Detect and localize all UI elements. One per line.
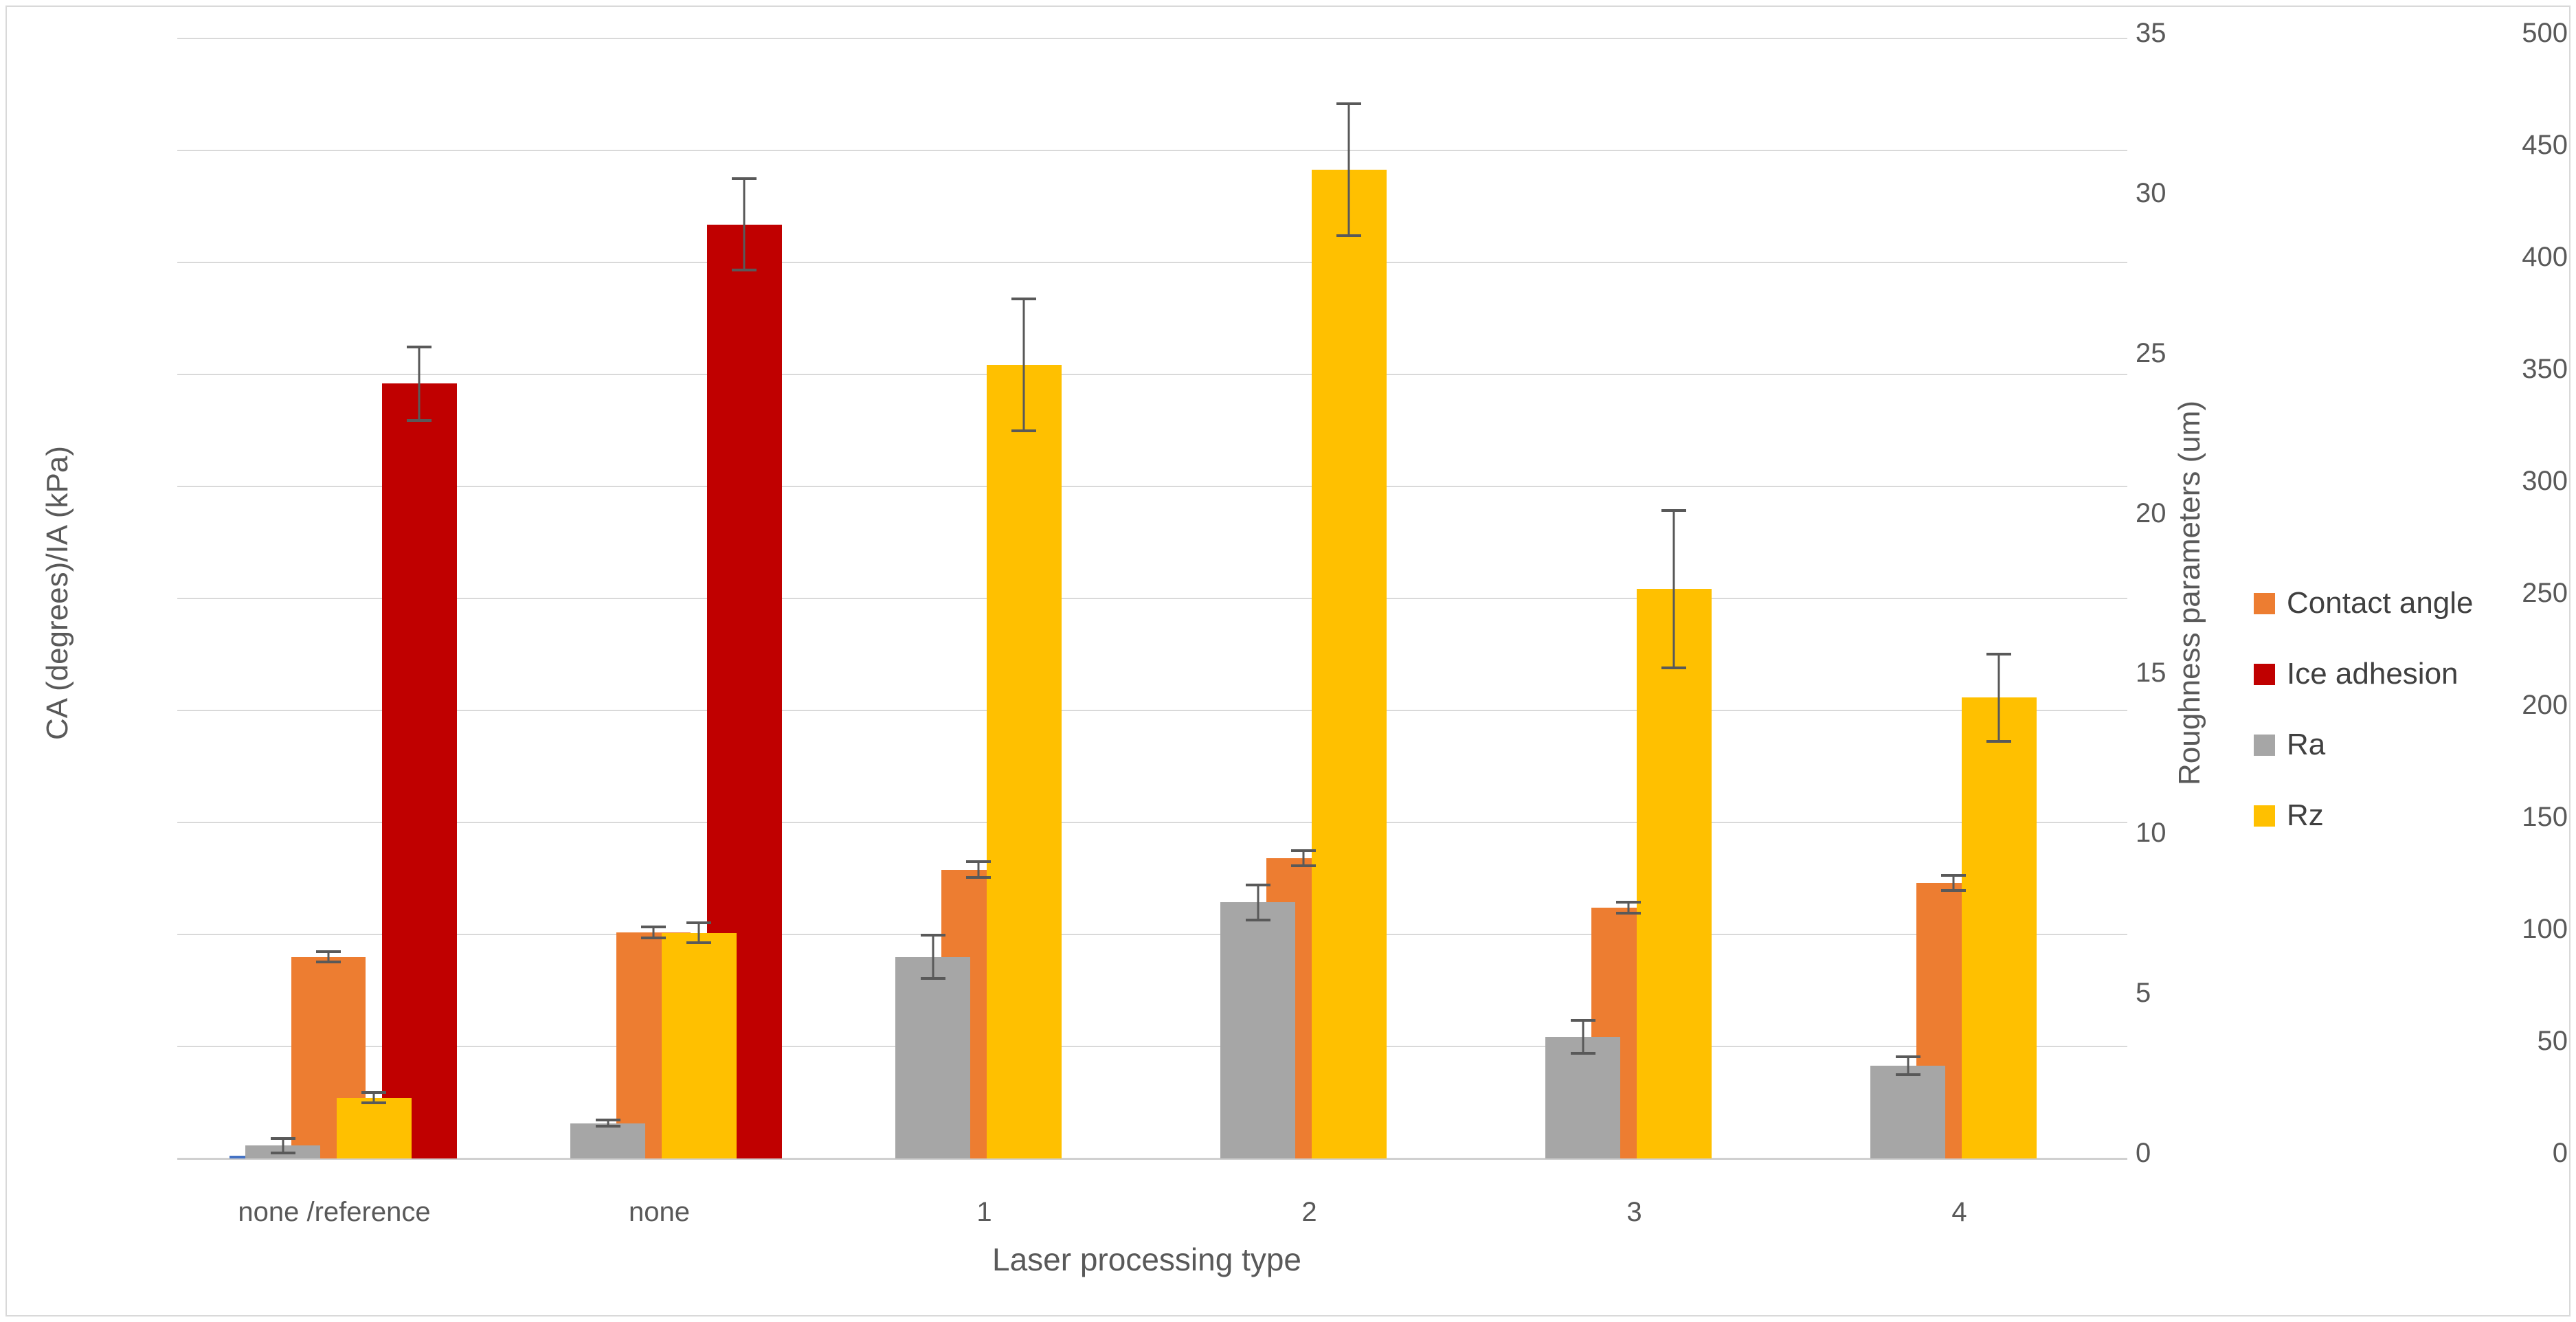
error-bar bbox=[640, 925, 666, 939]
legend-swatch-icon bbox=[2254, 592, 2275, 614]
bar-ra bbox=[1220, 902, 1296, 1158]
error-bar bbox=[1570, 1018, 1595, 1055]
right-axis-tick-label: 10 bbox=[2136, 818, 2166, 849]
x-axis-category-label: none bbox=[629, 1197, 690, 1227]
legend-item-contact-angle: Contact angle bbox=[2254, 583, 2474, 624]
left-axis-tick-label: 200 bbox=[2522, 690, 2568, 720]
bar-rz bbox=[1636, 589, 1712, 1158]
x-axis-category-label: 4 bbox=[1951, 1197, 1967, 1227]
bar-group bbox=[827, 38, 1152, 1158]
chart-frame: CA (degrees)/IA (kPa) Roughness paramete… bbox=[5, 5, 2571, 1317]
bar-group bbox=[502, 38, 827, 1158]
left-axis-tick-label: 250 bbox=[2522, 578, 2568, 608]
error-bar bbox=[407, 345, 432, 422]
error-bar bbox=[1615, 901, 1641, 915]
bar-ra bbox=[895, 956, 971, 1158]
error-bar bbox=[315, 950, 341, 964]
x-axis-line bbox=[177, 1158, 2127, 1160]
bar-ra bbox=[570, 1123, 646, 1158]
x-axis-category-label: 1 bbox=[976, 1197, 992, 1227]
x-axis-category-label: none /reference bbox=[238, 1197, 431, 1227]
error-bar bbox=[1940, 874, 1966, 893]
gridline bbox=[177, 710, 2127, 711]
x-axis-category-label: 3 bbox=[1626, 1197, 1642, 1227]
right-axis-tick-label: 5 bbox=[2136, 978, 2151, 1009]
bar-ra bbox=[1545, 1037, 1621, 1158]
error-bar bbox=[965, 860, 991, 879]
legend-item-rz: Rz bbox=[2254, 795, 2474, 836]
bar-group bbox=[1152, 38, 1477, 1158]
left-axis-title: CA (degrees)/IA (kPa) bbox=[41, 446, 74, 740]
error-bar bbox=[270, 1136, 295, 1154]
error-bar bbox=[1336, 102, 1362, 237]
error-bar bbox=[1290, 849, 1316, 868]
bar-ice-adhesion bbox=[381, 383, 457, 1158]
legend: Contact angle Ice adhesion Ra Rz bbox=[2254, 583, 2474, 866]
bar-ra bbox=[1870, 1065, 1946, 1158]
left-axis-tick-label: 500 bbox=[2522, 18, 2568, 48]
gridline bbox=[177, 598, 2127, 599]
left-axis-tick-label: 50 bbox=[2537, 1026, 2568, 1056]
legend-swatch-icon bbox=[2254, 805, 2275, 827]
legend-swatch-icon bbox=[2254, 663, 2275, 685]
left-axis-tick-label: 150 bbox=[2522, 802, 2568, 832]
legend-swatch-icon bbox=[2254, 734, 2275, 756]
left-axis-tick-label: 350 bbox=[2522, 354, 2568, 384]
bar-group bbox=[1802, 38, 2127, 1158]
error-bar bbox=[686, 921, 712, 944]
right-axis-tick-label: 15 bbox=[2136, 658, 2166, 688]
left-axis-tick-label: 400 bbox=[2522, 242, 2568, 272]
error-bar bbox=[1661, 508, 1687, 669]
error-bar bbox=[1895, 1055, 1920, 1077]
right-axis-tick-label: 0 bbox=[2136, 1138, 2151, 1168]
error-bar bbox=[361, 1091, 387, 1104]
x-axis-title: Laser processing type bbox=[992, 1242, 1302, 1277]
bar-group bbox=[177, 38, 502, 1158]
legend-item-ra: Ra bbox=[2254, 724, 2474, 765]
bar-rz bbox=[661, 932, 737, 1158]
error-bar bbox=[920, 934, 945, 981]
legend-label: Ra bbox=[2287, 728, 2326, 761]
left-axis-tick-label: 100 bbox=[2522, 914, 2568, 944]
left-axis-tick-label: 0 bbox=[2552, 1138, 2568, 1168]
plot-area bbox=[177, 38, 2127, 1160]
x-axis-category-label: 2 bbox=[1301, 1197, 1317, 1227]
right-axis-tick-label: 20 bbox=[2136, 497, 2166, 528]
legend-label: Contact angle bbox=[2287, 586, 2474, 620]
right-axis-tick-label: 25 bbox=[2136, 337, 2166, 368]
gridline bbox=[177, 374, 2127, 375]
bar-rz bbox=[1311, 169, 1387, 1158]
left-axis-tick-label: 450 bbox=[2522, 130, 2568, 160]
unlabeled-blue-bar bbox=[229, 1156, 247, 1158]
error-bar bbox=[1011, 298, 1037, 432]
gridline bbox=[177, 822, 2127, 823]
gridline bbox=[177, 38, 2127, 39]
bar-rz bbox=[336, 1097, 412, 1158]
right-axis-tick-label: 35 bbox=[2136, 18, 2166, 48]
right-axis-tick-label: 30 bbox=[2136, 177, 2166, 208]
bar-rz bbox=[1961, 697, 2037, 1158]
legend-item-ice-adhesion: Ice adhesion bbox=[2254, 653, 2474, 695]
gridline bbox=[177, 934, 2127, 935]
gridline bbox=[177, 486, 2127, 487]
bar-rz bbox=[986, 365, 1062, 1158]
bar-group bbox=[1477, 38, 1802, 1158]
error-bar bbox=[595, 1119, 620, 1128]
gridline bbox=[177, 1046, 2127, 1047]
left-axis-tick-label: 300 bbox=[2522, 466, 2568, 496]
gridline bbox=[177, 262, 2127, 263]
error-bar bbox=[1245, 883, 1270, 921]
error-bar bbox=[1986, 653, 2012, 743]
legend-label: Rz bbox=[2287, 798, 2324, 832]
right-axis-title: Roughness parameters (um) bbox=[2173, 400, 2206, 786]
gridline bbox=[177, 150, 2127, 151]
error-bar bbox=[732, 177, 757, 271]
legend-label: Ice adhesion bbox=[2287, 657, 2459, 691]
